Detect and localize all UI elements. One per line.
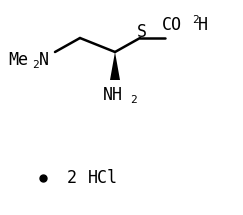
Text: S: S: [137, 23, 147, 41]
Text: Me: Me: [8, 51, 28, 69]
Text: H: H: [198, 16, 208, 34]
Text: 2: 2: [67, 169, 77, 187]
Text: 2: 2: [192, 15, 199, 25]
Text: CO: CO: [162, 16, 182, 34]
Text: NH: NH: [103, 86, 123, 104]
Text: HCl: HCl: [88, 169, 118, 187]
Text: N: N: [39, 51, 49, 69]
Polygon shape: [110, 52, 120, 80]
Text: 2: 2: [130, 95, 137, 105]
Text: 2: 2: [32, 60, 39, 70]
